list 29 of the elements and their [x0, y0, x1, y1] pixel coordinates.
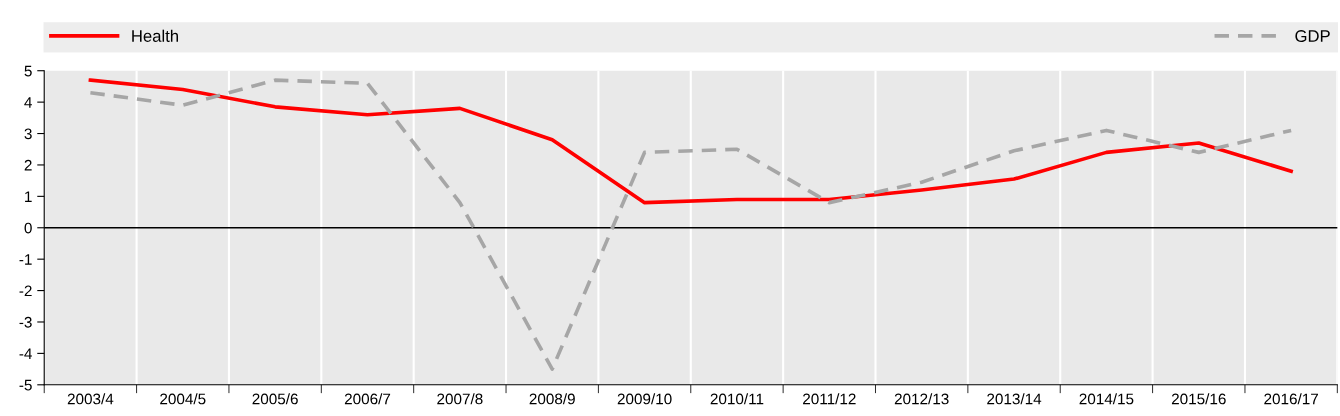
y-tick-label: 0	[24, 222, 32, 234]
y-tick-label: -5	[19, 379, 32, 391]
x-tick-label: 2016/17	[1264, 393, 1318, 405]
x-tick-label: 2010/11	[710, 393, 764, 405]
x-tick-label: 2004/5	[160, 393, 206, 405]
x-tick-label: 2012/13	[894, 393, 949, 405]
x-tick-label: 2013/14	[987, 393, 1042, 405]
x-tick-label: 2014/15	[1079, 393, 1134, 405]
y-tick-label: 4	[24, 97, 32, 108]
y-tick-label: -2	[19, 285, 32, 297]
y-tick-label: 5	[24, 65, 32, 77]
x-tick-label: 2011/12	[803, 393, 856, 405]
x-tick-label: 2015/16	[1171, 393, 1226, 405]
x-tick-label: 2007/8	[437, 393, 483, 405]
y-tick-label: 2	[24, 159, 32, 171]
y-tick-label: -1	[19, 254, 32, 265]
legend-label: Health	[132, 29, 178, 42]
y-tick-label: -4	[19, 348, 32, 359]
x-tick-label: 2008/9	[529, 393, 575, 405]
x-tick-label: 2003/4	[67, 393, 114, 405]
x-tick-label: 2009/10	[617, 393, 672, 405]
legend-label: GDP	[1295, 30, 1330, 42]
line-series	[88, 78, 1293, 205]
y-tick-label: 1	[25, 191, 32, 202]
y-tick-label: 3	[24, 128, 32, 140]
line-series	[88, 78, 1293, 371]
y-tick-label: -3	[19, 316, 32, 328]
x-tick-label: 2005/6	[252, 393, 298, 405]
x-tick-label: 2006/7	[344, 393, 391, 405]
